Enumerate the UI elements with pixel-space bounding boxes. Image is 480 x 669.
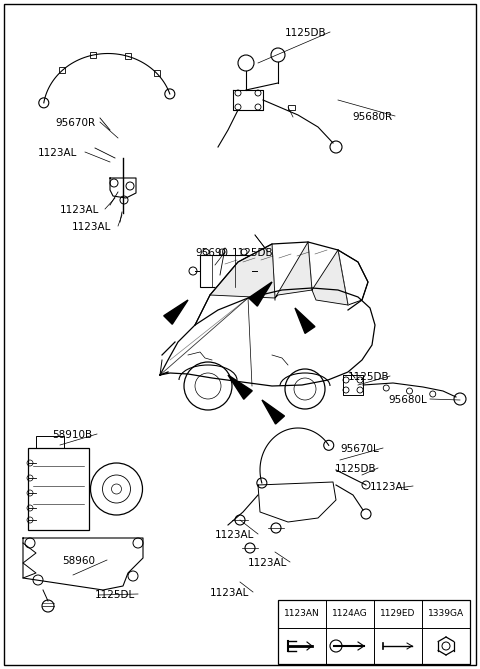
Polygon shape: [249, 282, 272, 306]
Bar: [90, 52, 96, 58]
Text: 1123AL: 1123AL: [370, 482, 409, 492]
Polygon shape: [275, 242, 312, 298]
Text: 1123AL: 1123AL: [72, 222, 111, 232]
Text: 1125DL: 1125DL: [95, 590, 135, 600]
Text: 58910B: 58910B: [52, 430, 92, 440]
Text: 1125DB: 1125DB: [285, 28, 326, 38]
Polygon shape: [210, 244, 275, 298]
Bar: [154, 70, 160, 76]
Text: 95680R: 95680R: [352, 112, 392, 122]
Text: 1129ED: 1129ED: [380, 609, 416, 619]
Text: 1123AL: 1123AL: [60, 205, 99, 215]
Polygon shape: [228, 375, 252, 399]
Bar: [125, 54, 131, 60]
Text: 95670L: 95670L: [340, 444, 379, 454]
Text: 1123AL: 1123AL: [215, 530, 254, 540]
Polygon shape: [312, 250, 348, 305]
Polygon shape: [262, 400, 285, 424]
Text: 1123AL: 1123AL: [210, 588, 250, 598]
Bar: [278, 600, 470, 664]
Polygon shape: [295, 308, 315, 333]
Text: 1125DB: 1125DB: [335, 464, 377, 474]
Bar: [60, 68, 65, 74]
Text: 1123AL: 1123AL: [38, 148, 77, 158]
Text: 1339GA: 1339GA: [428, 609, 464, 619]
Bar: [28, 448, 88, 530]
Text: 1123AN: 1123AN: [284, 609, 320, 619]
Bar: [36, 436, 64, 448]
Text: 95690: 95690: [195, 248, 228, 258]
Text: 58960: 58960: [62, 556, 95, 566]
Bar: [288, 105, 295, 110]
Text: 95680L: 95680L: [388, 395, 427, 405]
Bar: [200, 255, 252, 287]
Polygon shape: [164, 300, 188, 324]
Text: 1123AL: 1123AL: [248, 558, 288, 568]
Text: 95670R: 95670R: [55, 118, 95, 128]
Text: 1124AG: 1124AG: [332, 609, 368, 619]
Text: 1125DB: 1125DB: [232, 248, 274, 258]
Text: 1125DB: 1125DB: [348, 372, 390, 382]
